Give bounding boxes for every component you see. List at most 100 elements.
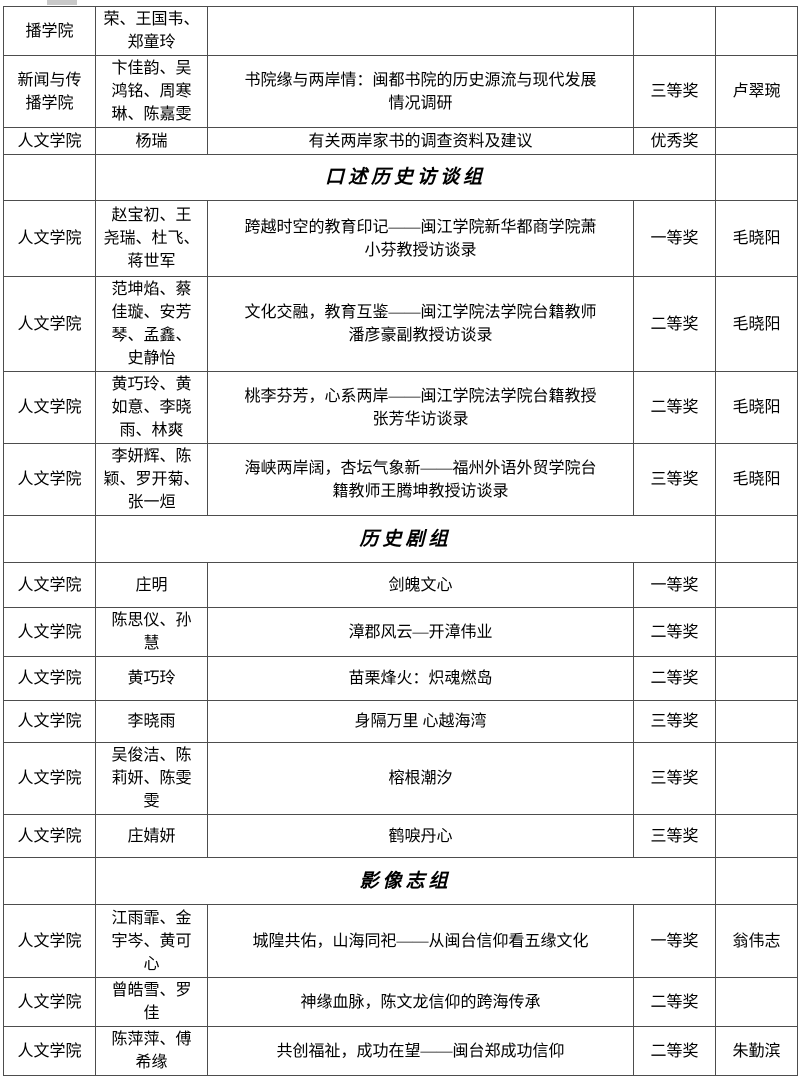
- advisor-cell: [715, 562, 798, 608]
- title-cell: 身隔万里 心越海湾: [207, 700, 634, 743]
- members-cell: 李晓雨: [95, 700, 208, 743]
- advisor-cell: 朱勤滨: [715, 1026, 798, 1076]
- table-row: 人文学院 黄巧玲、黄 如意、李晓 雨、林爽 桃李芬芳，心系两岸——闽江学院法学院…: [3, 371, 798, 444]
- college-cell: [3, 515, 96, 563]
- college-cell: 人文学院: [3, 371, 96, 444]
- members-cell: 荣、王国韦、 郑童玲: [95, 6, 208, 56]
- advisor-cell: [715, 977, 798, 1027]
- advisor-cell: [715, 127, 798, 155]
- title-cell: 苗栗烽火：炽魂燃岛: [207, 656, 634, 701]
- members-cell: 黄巧玲、黄 如意、李晓 雨、林爽: [95, 371, 208, 444]
- table-row: 人文学院 陈萍萍、傅 希缘 共创福祉，成功在望——闽台郑成功信仰 二等奖 朱勤滨: [3, 1026, 798, 1076]
- table-row: 人文学院 黄巧玲 苗栗烽火：炽魂燃岛 二等奖: [3, 656, 798, 701]
- members-cell: 陈思仪、孙 慧: [95, 607, 208, 657]
- award-cell: 二等奖: [633, 371, 716, 444]
- members-cell: 李妍辉、陈 颖、罗开菊、 张一烜: [95, 443, 208, 516]
- group-header-cell: 历史剧组: [95, 515, 716, 563]
- members-cell: 庄婧妍: [95, 814, 208, 858]
- college-cell: [3, 857, 96, 905]
- table-row: 人文学院 赵宝初、王 尧瑞、杜飞、 蒋世军 跨越时空的教育印记——闽江学院新华都…: [3, 200, 798, 277]
- group-header-row: 影像志组: [3, 857, 798, 905]
- advisor-cell: 毛晓阳: [715, 276, 798, 372]
- advisor-cell: 毛晓阳: [715, 371, 798, 444]
- award-cell: 二等奖: [633, 1026, 716, 1076]
- table-row: 新闻与传 播学院 卞佳韵、吴 鸿铭、周寒 琳、陈嘉雯 书院缘与两岸情：闽都书院的…: [3, 55, 798, 128]
- college-cell: 人文学院: [3, 200, 96, 277]
- advisor-cell: [715, 607, 798, 657]
- members-cell: 赵宝初、王 尧瑞、杜飞、 蒋世军: [95, 200, 208, 277]
- title-cell: 跨越时空的教育印记——闽江学院新华都商学院萧 小芬教授访谈录: [207, 200, 634, 277]
- title-cell: 海峡两岸阔，杏坛气象新——福州外语外贸学院台 籍教师王腾坤教授访谈录: [207, 443, 634, 516]
- award-table: 播学院 荣、王国韦、 郑童玲 新闻与传 播学院 卞佳韵、吴 鸿铭、周寒 琳、陈嘉…: [3, 6, 798, 1076]
- title-cell: [207, 6, 634, 56]
- table-row: 人文学院 吴俊洁、陈 莉妍、陈雯 雯 榕根潮汐 三等奖: [3, 742, 798, 815]
- title-cell: 神缘血脉，陈文龙信仰的跨海传承: [207, 977, 634, 1027]
- advisor-cell: [715, 742, 798, 815]
- title-cell: 城隍共佑，山海同祀——从闽台信仰看五缘文化: [207, 904, 634, 978]
- college-cell: 人文学院: [3, 562, 96, 608]
- table-row: 人文学院 李晓雨 身隔万里 心越海湾 三等奖: [3, 700, 798, 743]
- title-cell: 榕根潮汐: [207, 742, 634, 815]
- group-header-row: 历史剧组: [3, 515, 798, 563]
- title-cell: 漳郡风云—开漳伟业: [207, 607, 634, 657]
- members-cell: 黄巧玲: [95, 656, 208, 701]
- title-cell: 有关两岸家书的调查资料及建议: [207, 127, 634, 155]
- title-cell: 书院缘与两岸情：闽都书院的历史源流与现代发展 情况调研: [207, 55, 634, 128]
- advisor-cell: [715, 814, 798, 858]
- award-cell: 三等奖: [633, 742, 716, 815]
- award-cell: 优秀奖: [633, 127, 716, 155]
- table-row: 人文学院 曾皓雪、罗 佳 神缘血脉，陈文龙信仰的跨海传承 二等奖: [3, 977, 798, 1027]
- advisor-cell: [715, 154, 798, 201]
- award-cell: 三等奖: [633, 55, 716, 128]
- college-cell: 人文学院: [3, 127, 96, 155]
- college-cell: [3, 154, 96, 201]
- members-cell: 曾皓雪、罗 佳: [95, 977, 208, 1027]
- table-row: 人文学院 陈思仪、孙 慧 漳郡风云—开漳伟业 二等奖: [3, 607, 798, 657]
- college-cell: 人文学院: [3, 904, 96, 978]
- table-row: 人文学院 江雨霏、金 宇岑、黄可 心 城隍共佑，山海同祀——从闽台信仰看五缘文化…: [3, 904, 798, 978]
- table-row: 人文学院 范坤焰、蔡 佳璇、安芳 琴、孟鑫、 史静怡 文化交融，教育互鉴——闽江…: [3, 276, 798, 372]
- college-cell: 新闻与传 播学院: [3, 55, 96, 128]
- screenshot-crop-artifact: [47, 0, 77, 5]
- group-header-cell: 口述历史访谈组: [95, 154, 716, 201]
- award-cell: 一等奖: [633, 904, 716, 978]
- advisor-cell: 毛晓阳: [715, 443, 798, 516]
- members-cell: 吴俊洁、陈 莉妍、陈雯 雯: [95, 742, 208, 815]
- advisor-cell: [715, 515, 798, 563]
- college-cell: 人文学院: [3, 700, 96, 743]
- members-cell: 江雨霏、金 宇岑、黄可 心: [95, 904, 208, 978]
- award-cell: 三等奖: [633, 700, 716, 743]
- award-cell: [633, 6, 716, 56]
- award-cell: 三等奖: [633, 814, 716, 858]
- title-cell: 剑魄文心: [207, 562, 634, 608]
- members-cell: 杨瑞: [95, 127, 208, 155]
- award-cell: 二等奖: [633, 977, 716, 1027]
- advisor-cell: 卢翠琬: [715, 55, 798, 128]
- title-cell: 共创福祉，成功在望——闽台郑成功信仰: [207, 1026, 634, 1076]
- members-cell: 庄明: [95, 562, 208, 608]
- college-cell: 人文学院: [3, 607, 96, 657]
- college-cell: 人文学院: [3, 742, 96, 815]
- college-cell: 人文学院: [3, 1026, 96, 1076]
- table-row: 播学院 荣、王国韦、 郑童玲: [3, 6, 798, 56]
- award-cell: 一等奖: [633, 200, 716, 277]
- award-cell: 三等奖: [633, 443, 716, 516]
- title-cell: 文化交融，教育互鉴——闽江学院法学院台籍教师 潘彦豪副教授访谈录: [207, 276, 634, 372]
- advisor-cell: 毛晓阳: [715, 200, 798, 277]
- advisor-cell: [715, 857, 798, 905]
- college-cell: 人文学院: [3, 276, 96, 372]
- members-cell: 陈萍萍、傅 希缘: [95, 1026, 208, 1076]
- college-cell: 人文学院: [3, 443, 96, 516]
- award-cell: 二等奖: [633, 276, 716, 372]
- award-cell: 二等奖: [633, 607, 716, 657]
- college-cell: 人文学院: [3, 656, 96, 701]
- title-cell: 鹤唳丹心: [207, 814, 634, 858]
- advisor-cell: 翁伟志: [715, 904, 798, 978]
- college-cell: 人文学院: [3, 977, 96, 1027]
- group-header-cell: 影像志组: [95, 857, 716, 905]
- advisor-cell: [715, 6, 798, 56]
- table-row: 人文学院 庄婧妍 鹤唳丹心 三等奖: [3, 814, 798, 858]
- members-cell: 范坤焰、蔡 佳璇、安芳 琴、孟鑫、 史静怡: [95, 276, 208, 372]
- title-cell: 桃李芬芳，心系两岸——闽江学院法学院台籍教授 张芳华访谈录: [207, 371, 634, 444]
